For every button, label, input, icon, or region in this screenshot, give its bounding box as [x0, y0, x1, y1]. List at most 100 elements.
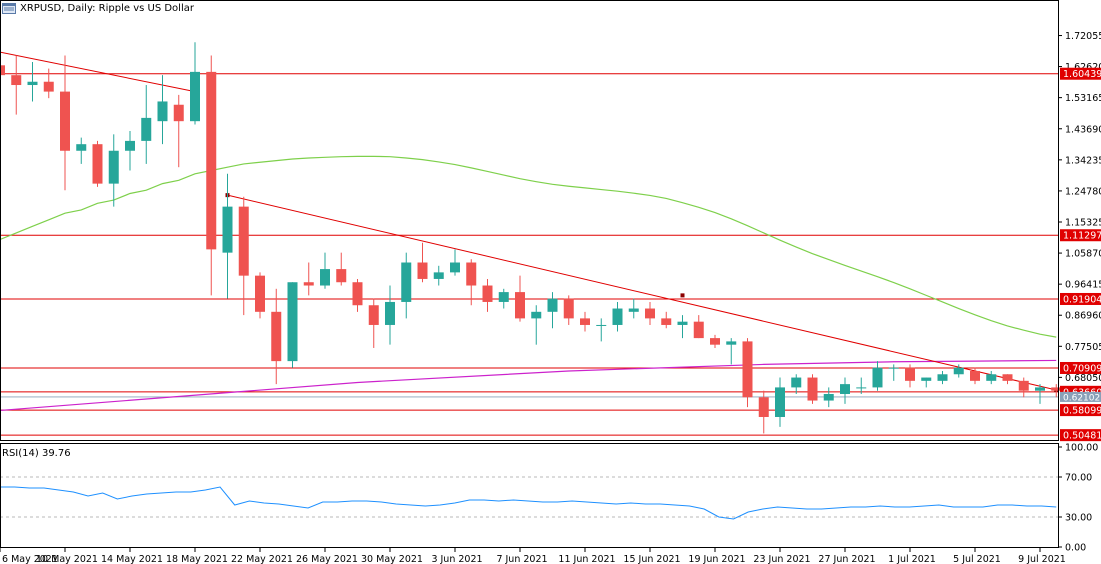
candle-body — [76, 144, 87, 151]
candle-body — [385, 301, 395, 325]
rsi-tick-label: 0.00 — [1065, 543, 1086, 554]
rsi-tick-label: 100.00 — [1065, 443, 1098, 454]
level-price-tag — [1060, 229, 1101, 242]
candle-body — [336, 269, 347, 283]
candle-body — [320, 269, 330, 286]
candle-body — [433, 272, 444, 279]
level-price-label: 1.11297 — [1063, 231, 1101, 242]
price-tick-label: 1.43690 — [1065, 124, 1101, 135]
candle-body — [1035, 387, 1045, 391]
candle-body — [108, 150, 119, 184]
candle-body — [352, 282, 363, 306]
date-tick-label: 1 Jul 2021 — [888, 554, 936, 564]
date-tick-label: 27 Jun 2021 — [818, 554, 875, 564]
candle-body — [596, 324, 607, 326]
candle-body — [450, 262, 460, 273]
candle-body — [823, 393, 834, 401]
candle-body — [1018, 380, 1029, 391]
date-tick-label: 10 May 2021 — [36, 554, 98, 564]
price-tick-label: 0.86960 — [1065, 311, 1101, 322]
price-tick-label: 1.53165 — [1065, 93, 1101, 104]
candle-body — [173, 104, 184, 122]
candle-body — [807, 377, 818, 401]
chart-window-icon — [2, 3, 16, 14]
candle-body — [693, 321, 704, 339]
chart-title: XRPUSD, Daily: Ripple vs US Dollar — [2, 3, 194, 14]
candle-body — [1002, 374, 1013, 381]
date-tick-label: 5 Jul 2021 — [953, 554, 1001, 564]
candle-body — [580, 318, 590, 325]
date-tick-label: 3 Jun 2021 — [431, 554, 482, 564]
candle-body — [190, 71, 200, 122]
rsi-tick-label: 70.00 — [1065, 473, 1092, 484]
trendline — [0, 51, 196, 93]
candle-body — [872, 367, 883, 388]
candle-body — [921, 377, 932, 381]
rsi-tick-label: 30.00 — [1065, 513, 1092, 524]
candle-body — [482, 285, 493, 302]
candle-body — [937, 374, 948, 381]
candle-body — [401, 262, 412, 302]
candle-body — [628, 308, 639, 312]
candle-body — [27, 81, 38, 86]
candle-body — [141, 117, 152, 141]
price-panel-frame — [0, 0, 1059, 441]
price-tick-label: 0.77505 — [1065, 342, 1101, 353]
price-tick-label: 1.34235 — [1065, 155, 1101, 166]
candle-body — [856, 387, 867, 389]
level-price-label: 0.50481 — [1063, 431, 1101, 442]
candle-body — [271, 311, 282, 362]
current-price-label: 0.62102 — [1063, 393, 1100, 403]
rsi-line — [0, 486, 1057, 520]
candle-body — [661, 318, 672, 325]
candle-body — [125, 140, 135, 151]
candle-body — [905, 367, 915, 381]
date-tick-label: 9 Jul 2021 — [1018, 554, 1066, 564]
candle-body — [840, 384, 850, 394]
candle-body — [238, 206, 249, 276]
date-tick-label: 18 May 2021 — [166, 554, 228, 564]
price-tick-label: 0.96415 — [1065, 280, 1101, 291]
candle-body — [758, 397, 769, 417]
candle-body — [677, 321, 688, 325]
rsi-label: RSI(14) 39.76 — [2, 448, 71, 459]
price-tick-label: 1.62620 — [1065, 62, 1101, 73]
candle-body — [92, 144, 103, 184]
level-price-tag — [1060, 292, 1101, 305]
level-price-tag — [1060, 429, 1101, 442]
level-price-label: 1.60439 — [1063, 69, 1101, 80]
current-price-tag — [1060, 391, 1101, 402]
rsi-panel-frame — [0, 443, 1059, 548]
level-price-label: 0.58099 — [1063, 406, 1101, 417]
date-tick-label: 19 Jun 2021 — [688, 554, 745, 564]
level-price-label: 0.70909 — [1063, 363, 1101, 374]
candle-body — [466, 262, 477, 286]
candle-body — [612, 308, 623, 325]
date-tick-label: 26 May 2021 — [296, 554, 358, 564]
candle-body — [206, 71, 217, 250]
candle-body — [547, 298, 558, 312]
level-price-tag — [1060, 404, 1101, 417]
date-tick-label: 30 May 2021 — [361, 554, 423, 564]
candle-body — [710, 338, 720, 345]
candle-body — [986, 374, 997, 381]
date-tick-label: 7 Jun 2021 — [496, 554, 547, 564]
candle-body — [0, 65, 5, 76]
level-price-tag — [1060, 67, 1101, 80]
price-tick-label: 1.72055 — [1065, 31, 1101, 42]
chart-title-text: XRPUSD, Daily: Ripple vs US Dollar — [20, 3, 194, 14]
candle-body — [417, 262, 428, 279]
candle-body — [255, 275, 265, 312]
candle-body — [888, 367, 899, 369]
candle-body — [970, 370, 980, 381]
candle-body — [791, 377, 802, 388]
date-tick-label: 11 Jun 2021 — [558, 554, 615, 564]
moving-average-magenta-line — [0, 359, 1057, 412]
date-tick-label: 14 May 2021 — [101, 554, 163, 564]
trendline — [227, 194, 1057, 391]
candle-body — [563, 298, 574, 319]
price-tick-label: 1.05870 — [1065, 249, 1101, 260]
candle-body — [368, 305, 379, 325]
